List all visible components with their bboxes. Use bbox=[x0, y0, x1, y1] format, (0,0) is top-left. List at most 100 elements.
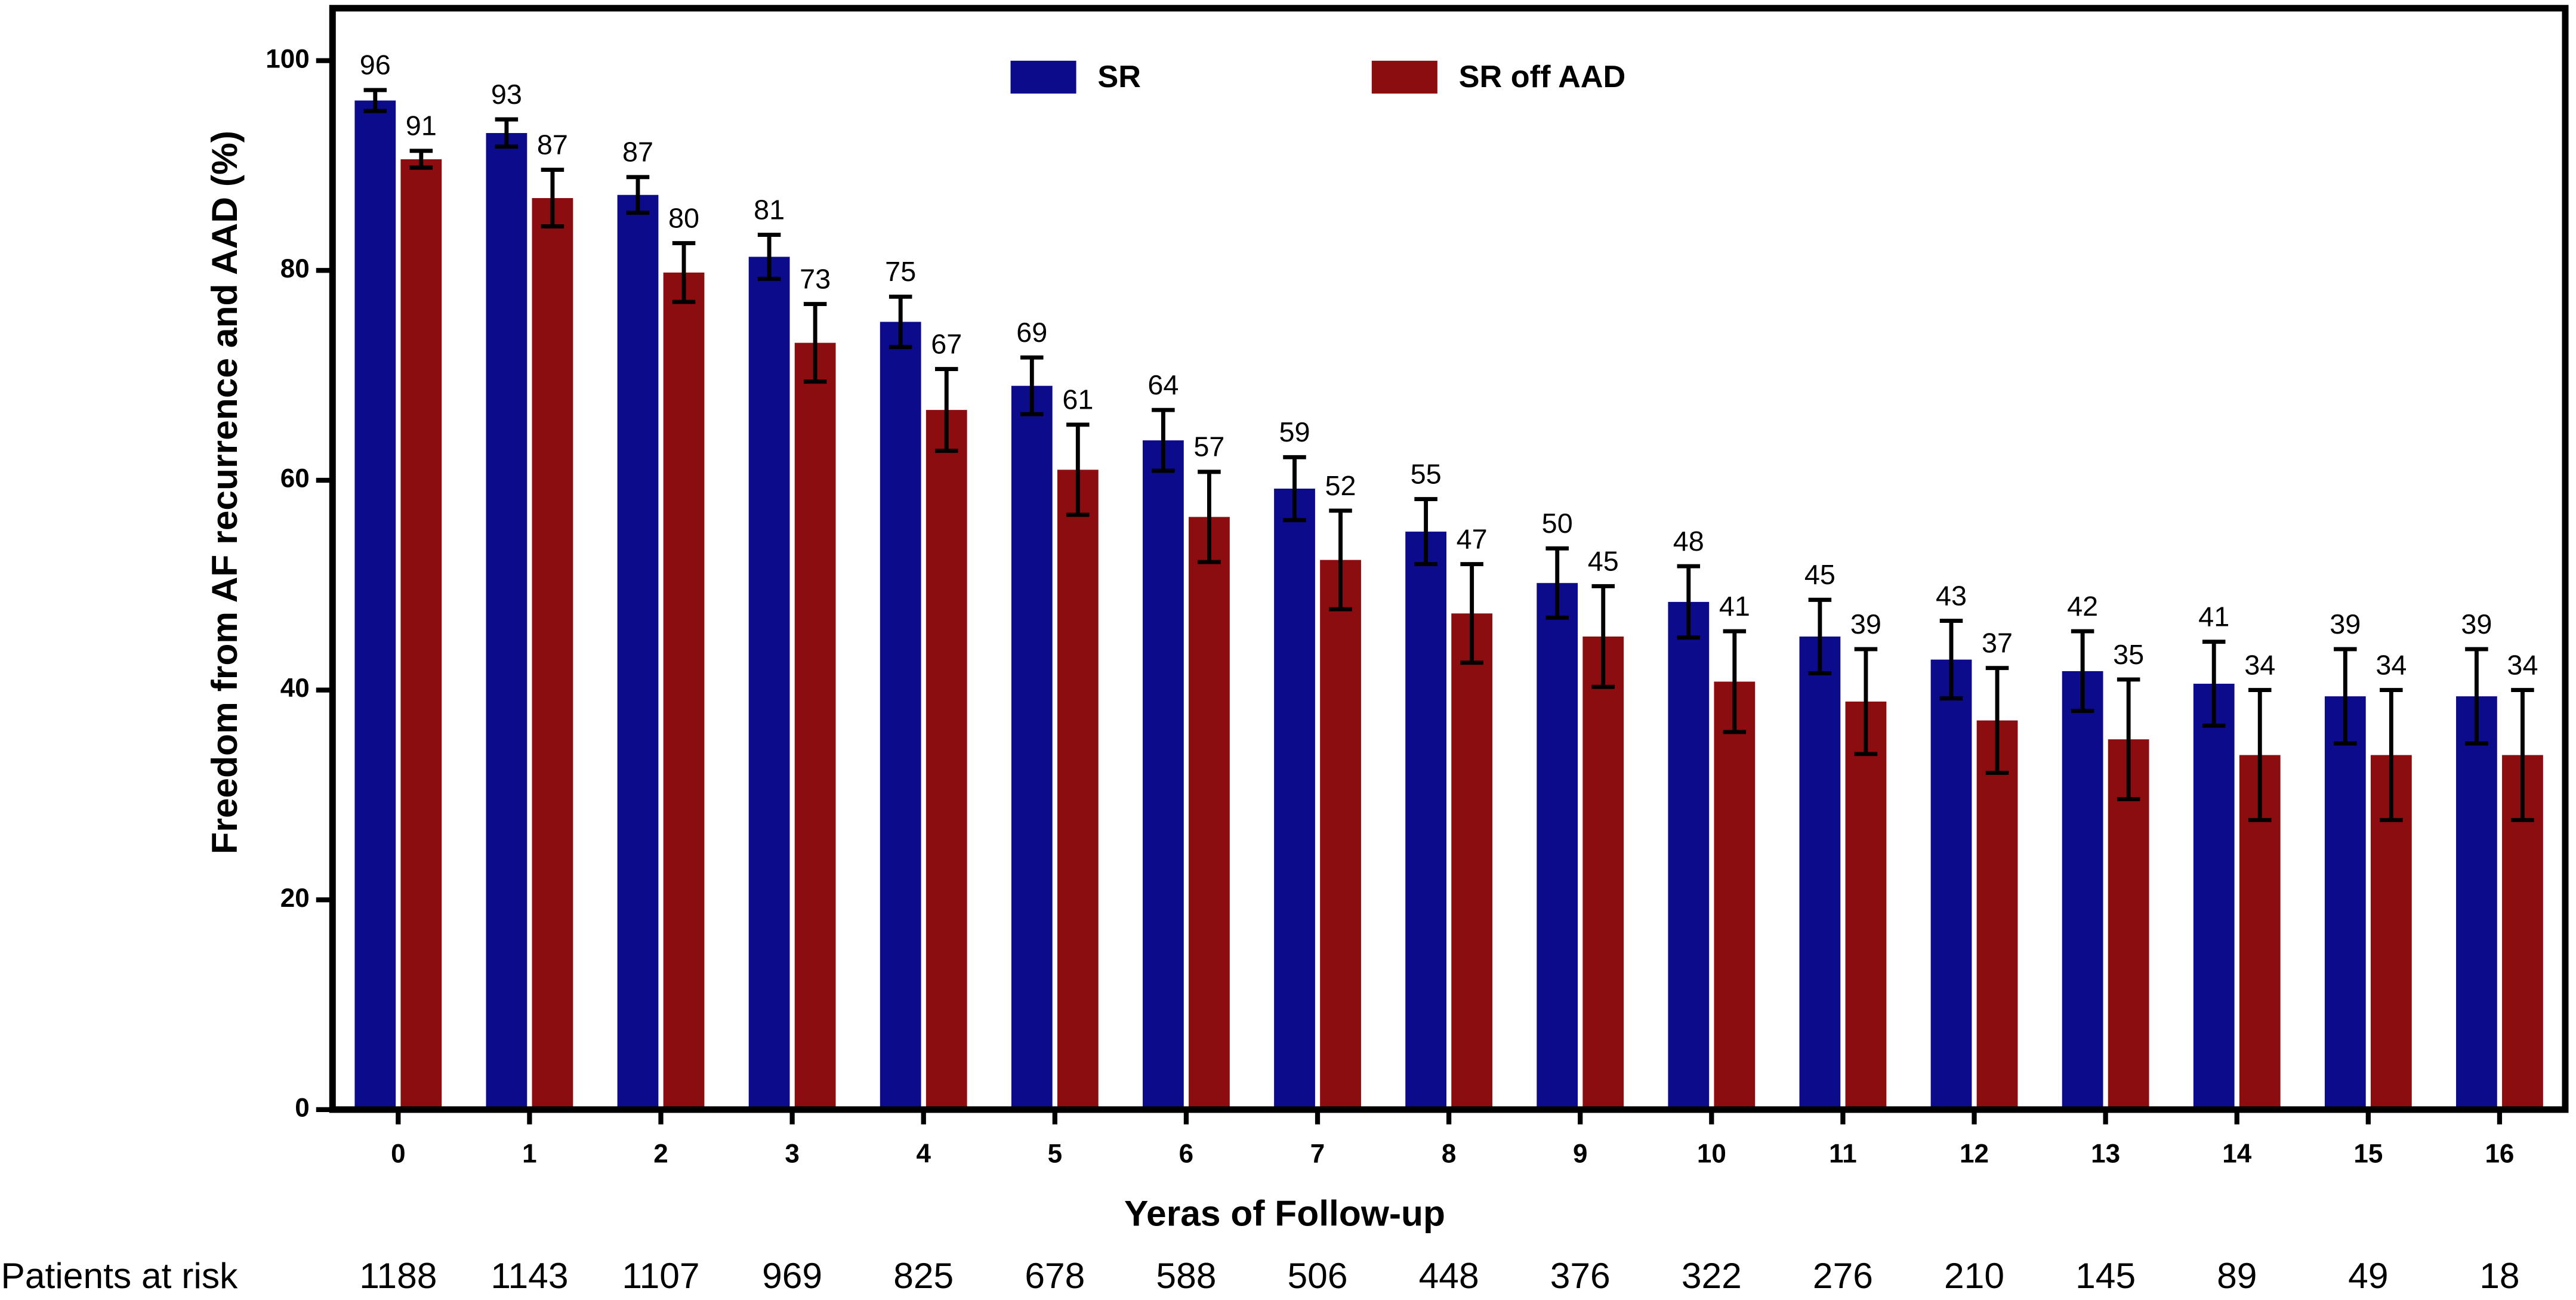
risk-count: 322 bbox=[1682, 1255, 1742, 1296]
x-tick-label: 13 bbox=[2091, 1140, 2120, 1169]
value-label: 37 bbox=[1982, 627, 2013, 658]
value-label: 64 bbox=[1147, 369, 1179, 400]
risk-count: 145 bbox=[2075, 1255, 2136, 1296]
value-label: 80 bbox=[668, 202, 699, 233]
error-bar bbox=[757, 233, 781, 281]
value-label: 39 bbox=[1850, 609, 1881, 640]
value-label: 35 bbox=[2113, 639, 2144, 670]
error-bar bbox=[1066, 422, 1090, 517]
bar bbox=[1405, 532, 1446, 1110]
risk-label: Patients at risk bbox=[1, 1255, 239, 1296]
value-label: 42 bbox=[2067, 591, 2098, 622]
error-bar bbox=[2511, 688, 2534, 823]
error-bar bbox=[2117, 677, 2140, 801]
x-tick-label: 6 bbox=[1179, 1140, 1193, 1169]
legend-swatch bbox=[1371, 60, 1437, 94]
x-tick-label: 0 bbox=[391, 1140, 405, 1169]
y-axis-title: Freedom from AF recurrence and AAD (%) bbox=[204, 131, 245, 854]
error-bar bbox=[2248, 688, 2272, 823]
x-tick-label: 9 bbox=[1573, 1140, 1587, 1169]
value-label: 73 bbox=[800, 263, 831, 294]
error-bar bbox=[934, 367, 958, 453]
value-label: 75 bbox=[885, 256, 916, 287]
bar bbox=[748, 257, 790, 1110]
bar bbox=[2456, 696, 2497, 1110]
y-tick-label: 40 bbox=[280, 674, 310, 703]
bar bbox=[794, 342, 836, 1110]
error-bar bbox=[2465, 647, 2488, 746]
error-bar bbox=[1854, 647, 1878, 756]
bar bbox=[663, 272, 705, 1110]
x-tick-label: 5 bbox=[1048, 1140, 1062, 1169]
risk-count: 89 bbox=[2217, 1255, 2257, 1296]
y-tick-label: 80 bbox=[280, 254, 310, 283]
error-bar bbox=[1545, 546, 1569, 620]
bar bbox=[1668, 601, 1710, 1110]
bar bbox=[1845, 701, 1887, 1110]
value-label: 34 bbox=[2507, 649, 2538, 680]
error-bar bbox=[1020, 355, 1044, 416]
value-label: 91 bbox=[406, 110, 437, 141]
error-bar bbox=[1198, 470, 1221, 564]
risk-count: 678 bbox=[1025, 1255, 1085, 1296]
value-label: 61 bbox=[1062, 384, 1093, 415]
value-label: 39 bbox=[2461, 609, 2492, 640]
bar bbox=[400, 159, 442, 1110]
y-tick-label: 60 bbox=[280, 464, 310, 493]
value-label: 59 bbox=[1279, 416, 1310, 447]
error-bar bbox=[889, 294, 912, 350]
error-bar bbox=[2202, 640, 2226, 728]
error-bar bbox=[1939, 619, 1963, 701]
plot-frame bbox=[329, 5, 2569, 1113]
risk-count: 588 bbox=[1156, 1255, 1216, 1296]
error-bar bbox=[2380, 688, 2403, 823]
bar bbox=[532, 197, 573, 1110]
risk-count: 448 bbox=[1419, 1255, 1479, 1296]
value-label: 41 bbox=[2198, 601, 2229, 632]
value-label: 43 bbox=[1936, 580, 1967, 611]
error-bar bbox=[495, 117, 519, 149]
error-bar bbox=[1152, 407, 1175, 473]
risk-count: 506 bbox=[1288, 1255, 1348, 1296]
value-label: 39 bbox=[2330, 609, 2361, 640]
risk-count: 210 bbox=[1944, 1255, 2004, 1296]
error-bar bbox=[1460, 562, 1483, 665]
error-bar bbox=[1283, 455, 1306, 523]
risk-count: 969 bbox=[762, 1255, 822, 1296]
risk-count: 1107 bbox=[622, 1255, 699, 1296]
error-bar bbox=[541, 168, 564, 228]
y-tick-label: 0 bbox=[295, 1093, 309, 1122]
bar bbox=[925, 410, 967, 1110]
risk-count: 276 bbox=[1813, 1255, 1873, 1296]
bar bbox=[1930, 659, 1972, 1110]
y-tick-label: 100 bbox=[266, 44, 309, 73]
bar bbox=[617, 194, 659, 1110]
x-tick-label: 4 bbox=[916, 1140, 931, 1169]
value-label: 81 bbox=[754, 194, 785, 225]
error-bar bbox=[1329, 508, 1352, 612]
risk-count: 376 bbox=[1550, 1255, 1611, 1296]
error-bar bbox=[1591, 584, 1615, 689]
bar bbox=[486, 132, 527, 1110]
value-label: 96 bbox=[360, 50, 391, 81]
error-bar bbox=[409, 149, 433, 170]
bar bbox=[1143, 440, 1184, 1110]
value-label: 34 bbox=[2244, 649, 2275, 680]
bar bbox=[2324, 696, 2366, 1110]
value-label: 87 bbox=[622, 137, 653, 168]
value-label: 87 bbox=[537, 129, 568, 160]
error-bar bbox=[363, 88, 387, 113]
risk-count: 1143 bbox=[490, 1255, 568, 1296]
value-label: 69 bbox=[1016, 317, 1047, 348]
x-axis-title: Yeras of Follow-up bbox=[1124, 1193, 1445, 1234]
value-label: 47 bbox=[1457, 523, 1488, 554]
bar bbox=[1582, 636, 1624, 1110]
error-bar bbox=[1808, 597, 1832, 675]
value-label: 41 bbox=[1719, 591, 1750, 622]
bar bbox=[1011, 385, 1053, 1110]
bar bbox=[1189, 517, 1230, 1110]
value-label: 45 bbox=[1588, 545, 1619, 576]
error-bar bbox=[1985, 666, 2009, 775]
bar bbox=[1320, 560, 1361, 1110]
